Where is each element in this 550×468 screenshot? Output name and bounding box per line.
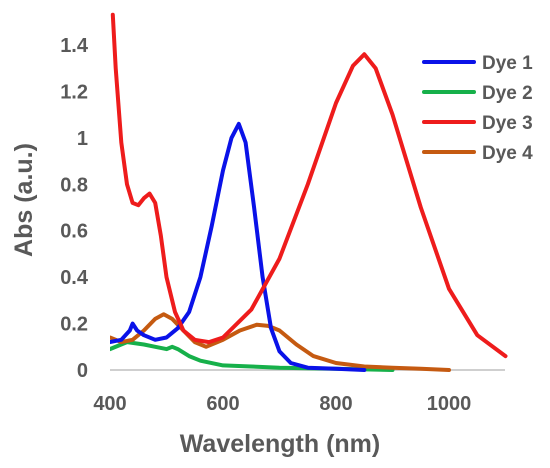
x-tick-label: 400 (93, 393, 126, 415)
series-line-dye-1 (110, 121, 367, 372)
y-tick-label: 0 (77, 360, 88, 382)
y-axis-ticks: 0 0.2 0.4 0.6 0.8 1 1.2 1.4 (60, 35, 89, 382)
x-tick-label: 600 (206, 393, 239, 415)
y-tick-label: 1.4 (60, 35, 89, 57)
y-tick-label: 1 (77, 128, 88, 150)
legend-label: Dye 4 (482, 143, 533, 164)
series-lines (110, 12, 508, 372)
legend-label: Dye 2 (482, 83, 533, 104)
x-axis-ticks: 400 600 800 1000 (93, 393, 471, 415)
x-tick-label: 800 (319, 393, 352, 415)
y-tick-label: 0.2 (60, 314, 88, 336)
y-tick-label: 1.2 (60, 81, 88, 103)
legend-label: Dye 1 (482, 53, 533, 74)
y-tick-label: 0.8 (60, 174, 88, 196)
legend-label: Dye 3 (482, 113, 533, 134)
y-tick-label: 0.4 (60, 267, 89, 289)
series-line-dye-2 (110, 340, 395, 372)
legend: Dye 1 Dye 2 Dye 3 Dye 4 (422, 53, 533, 164)
y-tick-label: 0.6 (60, 221, 88, 243)
y-axis-title: Abs (a.u.) (10, 143, 38, 257)
x-tick-label: 1000 (427, 393, 472, 415)
series-line-dye-3 (110, 12, 508, 359)
series-line-dye-4 (110, 312, 451, 372)
x-axis-title: Wavelength (nm) (180, 430, 380, 458)
